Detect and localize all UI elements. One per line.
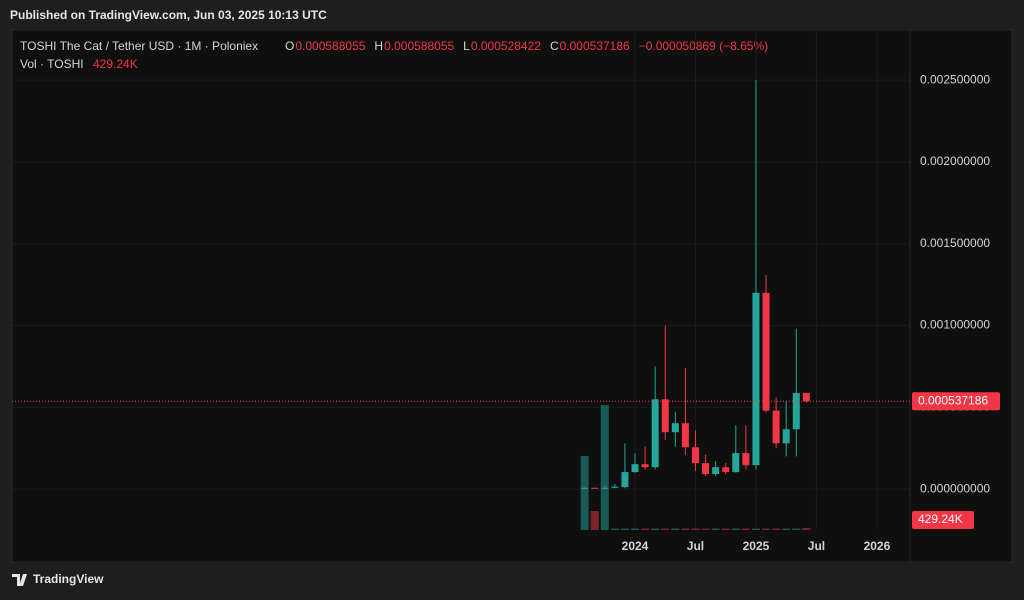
volume-bar (651, 528, 660, 530)
candle-body (611, 486, 619, 488)
volume-bar (721, 528, 730, 530)
volume-bar (731, 528, 740, 530)
volume-bar (671, 528, 680, 530)
volume-bar (762, 528, 771, 530)
volume-bar (610, 528, 619, 530)
chart-panel (11, 29, 1013, 563)
volume-bar (620, 528, 629, 530)
candle-body (702, 463, 710, 475)
candle-body (712, 467, 720, 475)
candle-body (591, 487, 599, 489)
candle-body (782, 429, 790, 444)
y-tick-label: 0.002500000 (920, 72, 990, 86)
volume-bar (641, 528, 650, 530)
volume-bar (701, 528, 710, 530)
y-tick-label: 0.000000000 (920, 481, 990, 495)
last-volume-label: 429.24K (918, 512, 963, 526)
volume-bar (772, 528, 781, 530)
volume-bar (681, 528, 690, 530)
candle-body (732, 453, 740, 473)
candle-body (772, 410, 780, 444)
y-tick-label: 0.001500000 (920, 236, 990, 250)
volume-bar (590, 511, 599, 530)
volume-bar (580, 455, 589, 530)
volume-bar (802, 528, 811, 530)
candle-body (601, 487, 609, 489)
x-tick-label: 2026 (864, 539, 891, 553)
volume-bar (691, 528, 700, 530)
volume-bar (661, 528, 670, 530)
footer-brand: TradingView (33, 572, 104, 586)
published: Published on TradingView.com, Jun 03, 20… (10, 8, 327, 22)
candle-body (742, 453, 750, 466)
last-price-tag (912, 392, 1000, 411)
chart-title: TOSHI The Cat / Tether USD · 1M · Poloni… (20, 39, 258, 53)
x-tick-label: 2024 (622, 539, 649, 553)
candle-body (671, 423, 679, 433)
volume-bar (741, 528, 750, 530)
candle-body (691, 447, 699, 464)
ohlc-value: 0.000588055 (295, 39, 365, 53)
ohlc-value: 0.000588055 (384, 39, 454, 53)
volume-bar (751, 528, 760, 530)
ohlc-label: C (550, 39, 559, 53)
last-volume-tag (912, 511, 974, 529)
volume-bar (631, 528, 639, 530)
logo (12, 574, 27, 586)
ohlc-value: 0.000537186 (560, 39, 630, 53)
candle-body (581, 487, 589, 489)
last-price-label: 0.000537186 (918, 393, 988, 407)
candle-body (792, 392, 800, 430)
y-tick-label: 0.001000000 (920, 318, 990, 332)
candle-body (681, 423, 689, 448)
candle-body (631, 464, 639, 473)
volume-bar (782, 528, 791, 530)
candle-body (762, 292, 770, 411)
x-tick-label: Jul (687, 539, 704, 553)
ohlc-label: L (463, 39, 470, 53)
candle-body (651, 399, 659, 468)
ohlc-label: O (285, 39, 294, 53)
candle-body (722, 467, 730, 473)
x-tick-label: Jul (808, 539, 825, 553)
volume-name: Vol · TOSHI (20, 57, 84, 71)
change: −0.000050869 (−8.65%) (639, 39, 768, 53)
volume-bar (711, 528, 720, 530)
candle-body (802, 392, 810, 402)
ohlc-label: H (374, 39, 383, 53)
x-tick-label: 2025 (743, 539, 770, 553)
volume-last: 429.24K (93, 57, 138, 71)
y-tick-label: 0.002000000 (920, 154, 990, 168)
candle-body (641, 464, 649, 468)
volume-bar (792, 528, 801, 530)
candle-body (661, 399, 669, 433)
candle-body (621, 472, 629, 488)
candle-body (752, 292, 760, 466)
ohlc-value: 0.000528422 (471, 39, 541, 53)
volume-bar (600, 405, 609, 530)
